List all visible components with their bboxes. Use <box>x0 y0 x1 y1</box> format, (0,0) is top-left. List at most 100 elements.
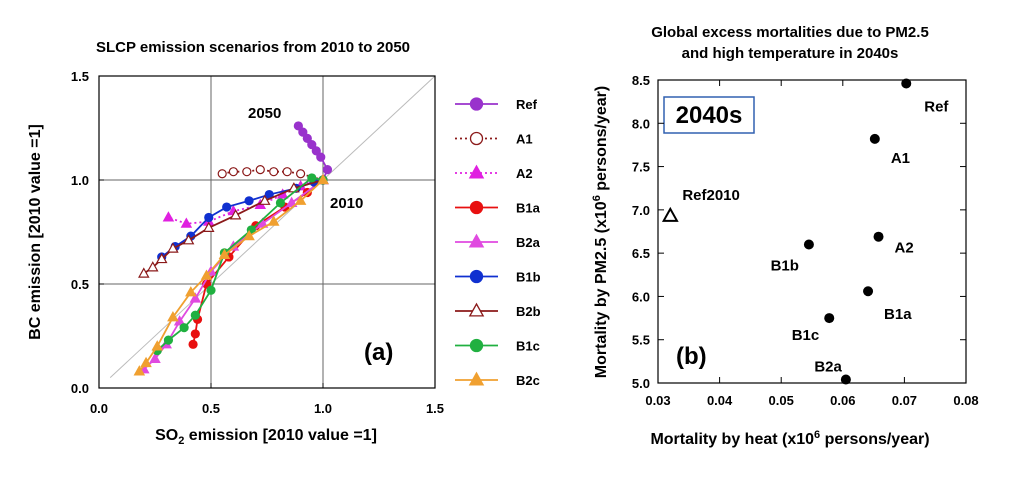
chart-b-point-B2a <box>840 374 851 385</box>
chart-a-ytick-label: 1.5 <box>71 69 89 84</box>
chart-a-xlabel: SO2 emission [2010 value =1] <box>155 427 377 447</box>
chart-a-point-Ref <box>311 146 321 156</box>
chart-a-point-A1 <box>255 165 265 175</box>
chart-b-point-label-B1a: B1a <box>884 306 912 323</box>
chart-a-ytick-label: 0.5 <box>71 277 89 292</box>
chart-a-xlabel-main: SO <box>155 427 178 444</box>
chart-b-panel-label: (b) <box>676 343 707 370</box>
chart-a-point-B2c <box>243 229 255 241</box>
chart-a-series-line-B2b <box>143 179 324 275</box>
chart-b-xtick-label: 0.05 <box>769 393 794 408</box>
chart-a-point-A2 <box>162 211 175 222</box>
chart-a-point-B2a <box>149 352 161 363</box>
legend-label-A2: A2 <box>516 166 533 181</box>
chart-b-xlabel: Mortality by heat (x106 persons/year) <box>650 429 929 448</box>
chart-b-title-line1: Global excess mortalities due to PM2.5 <box>651 24 929 41</box>
chart-b-point-Ref2010 <box>661 206 679 222</box>
chart-a-ytick-label: 0.0 <box>71 381 89 396</box>
chart-a-point-A1 <box>282 167 292 177</box>
chart-b-point-A2 <box>873 231 884 242</box>
chart-b-xtick-label: 0.08 <box>953 393 978 408</box>
chart-b-title-line2: and high temperature in 2040s <box>682 45 899 62</box>
chart-b-point-label-B1b: B1b <box>771 257 799 274</box>
chart-a-series-line-B1c <box>156 176 324 352</box>
chart-b-xtick-label: 0.06 <box>830 393 855 408</box>
chart-a-point-B2c <box>200 269 213 280</box>
chart-a-point-B1a <box>188 339 198 349</box>
chart-b-xtick-label: 0.07 <box>892 393 917 408</box>
chart-a-xtick-label: 1.0 <box>314 401 332 416</box>
chart-a-ylabel: BC emission [2010 value =1] <box>27 124 44 340</box>
chart-a-xlabel-sub: 2 <box>178 435 184 447</box>
chart-a-point-B2b <box>167 242 179 253</box>
chart-a-annotation-2050: 2050 <box>248 105 281 122</box>
legend-label-B1b: B1b <box>516 270 541 285</box>
chart-b-xtick-label: 0.03 <box>645 393 670 408</box>
chart-b-xlabel-main: Mortality by heat (x10 <box>650 431 814 448</box>
legend-marker-A2 <box>468 164 485 179</box>
chart-a-xlabel-rest: emission [2010 value =1] <box>184 427 377 444</box>
chart-b-point-label-B2a: B2a <box>814 359 842 376</box>
chart-a-point-B2b <box>258 194 271 205</box>
legend-label-B1a: B1a <box>516 201 541 216</box>
chart-b-point-B1a <box>863 286 874 297</box>
legend-marker-B2a <box>468 233 485 248</box>
chart-a-point-B1b <box>222 202 232 212</box>
chart-a-point-B2c <box>294 194 307 205</box>
chart-a-point-B2b <box>229 209 242 220</box>
chart-b-ytick-label: 5.0 <box>632 376 650 391</box>
chart-a-point-A1 <box>228 167 238 177</box>
chart-b-ylabel-main: Mortality by PM2.5 (x10 <box>593 201 610 378</box>
chart-b-ylabel-sup: 6 <box>591 195 603 201</box>
chart-a-ytick-label: 1.0 <box>71 173 89 188</box>
chart-a-point-B2b <box>182 234 195 245</box>
chart-a-point-B2c <box>167 311 179 322</box>
legend-marker-B1a <box>469 200 484 215</box>
chart-b-ytick-label: 5.5 <box>632 333 650 348</box>
chart-b-point-Ref <box>901 78 912 89</box>
chart-b-period-label: 2040s <box>676 102 743 129</box>
chart-a-xtick-label: 0.5 <box>202 401 220 416</box>
chart-b-ytick-label: 7.5 <box>632 160 650 175</box>
chart-a-point-A2 <box>180 217 193 228</box>
legend-marker-B2b <box>468 302 485 317</box>
chart-a-point-A1 <box>296 169 306 179</box>
chart-b-point-A1 <box>869 133 880 144</box>
legend-label-Ref: Ref <box>516 97 538 112</box>
legend-marker-B2c <box>468 371 485 386</box>
chart-a-point-B2b <box>202 221 215 232</box>
chart-b-ytick-label: 8.5 <box>632 73 650 88</box>
chart-b-point-B1c <box>824 313 835 324</box>
chart-a-point-B2c <box>267 215 280 226</box>
legend-marker-B1b <box>469 269 484 284</box>
chart-a-point-B2a <box>285 196 298 207</box>
legend-marker-A1 <box>469 131 484 146</box>
chart-a-point-B2b <box>146 261 159 272</box>
chart-a-point-B2b <box>155 252 168 264</box>
chart-a-point-B2c <box>185 286 197 297</box>
chart-b-point-label-A1: A1 <box>891 150 910 167</box>
chart-a-point-B1c <box>179 323 189 333</box>
chart-a-point-B1a <box>190 329 200 339</box>
chart-a-xtick-label: 1.5 <box>426 401 444 416</box>
chart-a-point-B2c <box>218 248 231 259</box>
chart-a-point-B2b <box>138 267 150 278</box>
legend-label-B1c: B1c <box>516 339 540 354</box>
chart-b-period-box <box>663 96 755 134</box>
chart-b-xlabel-sup: 6 <box>814 429 820 441</box>
chart-b-ytick-label: 6.0 <box>632 289 650 304</box>
chart-b-ytick-label: 6.5 <box>632 246 650 261</box>
chart-a-title: SLCP emission scenarios from 2010 to 205… <box>96 39 410 56</box>
chart-a-point-B1c <box>307 173 317 183</box>
chart-a-point-B1c <box>163 335 174 345</box>
chart-a-point-Ref <box>293 121 303 131</box>
chart-a-point-B1b <box>204 212 214 223</box>
chart-b-xlabel-rest: persons/year) <box>820 431 929 448</box>
legend-label-A1: A1 <box>516 132 533 147</box>
chart-a-point-Ref <box>316 152 326 162</box>
chart-a-point-Ref <box>298 127 308 137</box>
chart-a-point-A1 <box>269 167 279 177</box>
chart-b-point-B1b <box>803 239 814 250</box>
chart-b-ytick-label: 7.0 <box>632 203 650 218</box>
